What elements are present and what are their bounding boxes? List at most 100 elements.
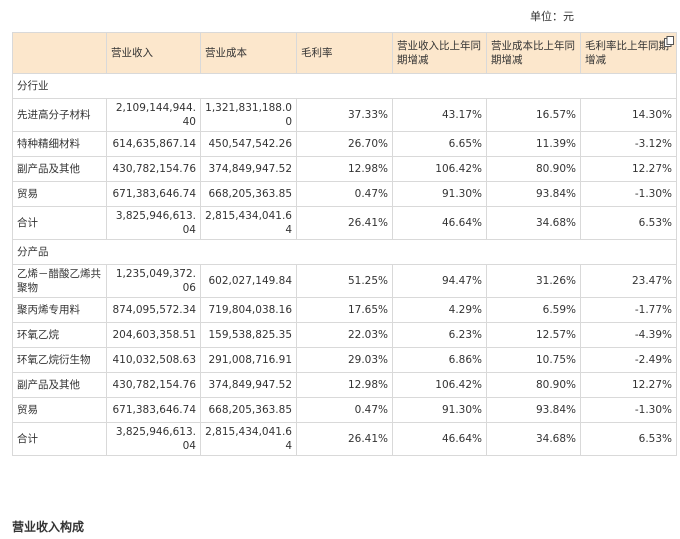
margin-cell: 37.33% (296, 98, 393, 132)
header-revenue: 营业收入 (106, 32, 201, 74)
margin-change-cell: -3.12% (580, 131, 677, 157)
header-row: 营业收入 营业成本 毛利率 营业收入比上年同期增减 营业成本比上年同期增减 毛利… (12, 32, 677, 74)
revenue-cell: 204,603,358.51 (106, 322, 201, 348)
revenue-change-cell: 6.86% (392, 347, 487, 373)
section-title-revenue-composition: 营业收入构成 (12, 520, 85, 534)
margin-cell: 22.03% (296, 322, 393, 348)
margin-change-cell: 23.47% (580, 264, 677, 298)
revenue-cell: 671,383,646.74 (106, 397, 201, 423)
cost-cell: 719,804,038.16 (200, 297, 297, 323)
header-margin: 毛利率 (296, 32, 393, 74)
table-row: 乙烯－醋酸乙烯共聚物 1,235,049,372.06 602,027,149.84… (12, 264, 677, 298)
margin-cell: 12.98% (296, 156, 393, 182)
row-name: 环氧乙烷 (12, 322, 107, 348)
cost-cell: 374,849,947.52 (200, 156, 297, 182)
cost-change-cell: 93.84% (486, 397, 581, 423)
section-label: 分行业 (12, 73, 677, 99)
cost-change-cell: 34.68% (486, 422, 581, 456)
header-margin-change: 毛利率比上年同期增减 (580, 32, 677, 74)
cost-cell: 668,205,363.85 (200, 397, 297, 423)
revenue-cell: 410,032,508.63 (106, 347, 201, 373)
margin-change-cell: 6.53% (580, 206, 677, 240)
revenue-change-cell: 94.47% (392, 264, 487, 298)
margin-change-cell: -1.30% (580, 397, 677, 423)
cost-cell: 602,027,149.84 (200, 264, 297, 298)
row-name: 乙烯－醋酸乙烯共聚物 (12, 264, 107, 298)
revenue-change-cell: 6.65% (392, 131, 487, 157)
revenue-change-cell: 91.30% (392, 181, 487, 207)
margin-cell: 26.70% (296, 131, 393, 157)
revenue-change-cell: 46.64% (392, 206, 487, 240)
table-row: 副产品及其他 430,782,154.76 374,849,947.52 12.98%… (12, 156, 677, 182)
cost-cell: 2,815,434,041.64 (200, 206, 297, 240)
table-row: 合计 3,825,946,613.04 2,815,434,041.64 26.41%… (12, 206, 677, 240)
revenue-cell: 3,825,946,613.04 (106, 206, 201, 240)
cost-cell: 159,538,825.35 (200, 322, 297, 348)
cost-change-cell: 16.57% (486, 98, 581, 132)
cost-cell: 374,849,947.52 (200, 372, 297, 398)
cost-cell: 450,547,542.26 (200, 131, 297, 157)
margin-change-cell: -1.30% (580, 181, 677, 207)
header-cost-change: 营业成本比上年同期增减 (486, 32, 581, 74)
table-row: 特种精细材料 614,635,867.14 450,547,542.26 26.70%… (12, 131, 677, 157)
row-name: 合计 (12, 422, 107, 456)
unit-label: 单位：元 (530, 10, 574, 23)
table-row: 环氧乙烷衍生物 410,032,508.63 291,008,716.91 29.03… (12, 347, 677, 373)
margin-cell: 29.03% (296, 347, 393, 373)
revenue-change-cell: 106.42% (392, 372, 487, 398)
margin-change-cell: 12.27% (580, 372, 677, 398)
cost-change-cell: 10.75% (486, 347, 581, 373)
revenue-cell: 430,782,154.76 (106, 372, 201, 398)
margin-cell: 0.47% (296, 397, 393, 423)
row-name: 环氧乙烷衍生物 (12, 347, 107, 373)
cost-cell: 2,815,434,041.64 (200, 422, 297, 456)
revenue-change-cell: 43.17% (392, 98, 487, 132)
row-name: 聚丙烯专用料 (12, 297, 107, 323)
table-row: 合计 3,825,946,613.04 2,815,434,041.64 26.41%… (12, 422, 677, 456)
section-row-industry: 分行业 (12, 73, 677, 99)
revenue-cell: 1,235,049,372.06 (106, 264, 201, 298)
section-row-product: 分产品 (12, 239, 677, 265)
header-cell-empty (12, 32, 107, 74)
section-label: 分产品 (12, 239, 677, 265)
revenue-change-cell: 6.23% (392, 322, 487, 348)
row-name: 合计 (12, 206, 107, 240)
margin-cell: 26.41% (296, 422, 393, 456)
margin-change-cell: -2.49% (580, 347, 677, 373)
cost-change-cell: 80.90% (486, 156, 581, 182)
margin-change-cell: 12.27% (580, 156, 677, 182)
table-row: 聚丙烯专用料 874,095,572.34 719,804,038.16 17.65%… (12, 297, 677, 323)
margin-cell: 17.65% (296, 297, 393, 323)
revenue-table: 营业收入 营业成本 毛利率 营业收入比上年同期增减 营业成本比上年同期增减 毛利… (12, 32, 677, 456)
table-body: 分行业 先进高分子材料 2,109,144,944.40 1,321,831,188.… (12, 73, 677, 456)
row-name: 贸易 (12, 397, 107, 423)
row-name: 先进高分子材料 (12, 98, 107, 132)
margin-cell: 51.25% (296, 264, 393, 298)
revenue-cell: 2,109,144,944.40 (106, 98, 201, 132)
revenue-change-cell: 46.64% (392, 422, 487, 456)
margin-change-cell: -4.39% (580, 322, 677, 348)
revenue-cell: 614,635,867.14 (106, 131, 201, 157)
copy-icon[interactable] (664, 36, 674, 47)
revenue-change-cell: 4.29% (392, 297, 487, 323)
row-name: 副产品及其他 (12, 156, 107, 182)
table-row: 先进高分子材料 2,109,144,944.40 1,321,831,188.00 3… (12, 98, 677, 132)
cost-cell: 1,321,831,188.00 (200, 98, 297, 132)
cost-cell: 291,008,716.91 (200, 347, 297, 373)
cost-change-cell: 93.84% (486, 181, 581, 207)
margin-change-cell: 6.53% (580, 422, 677, 456)
cost-change-cell: 31.26% (486, 264, 581, 298)
header-margin-change-label: 毛利率比上年同期增减 (585, 40, 669, 66)
cost-cell: 668,205,363.85 (200, 181, 297, 207)
cost-change-cell: 6.59% (486, 297, 581, 323)
cost-change-cell: 80.90% (486, 372, 581, 398)
table-row: 贸易 671,383,646.74 668,205,363.85 0.47% 91.30… (12, 397, 677, 423)
header-revenue-change: 营业收入比上年同期增减 (392, 32, 487, 74)
margin-change-cell: 14.30% (580, 98, 677, 132)
revenue-cell: 3,825,946,613.04 (106, 422, 201, 456)
revenue-change-cell: 91.30% (392, 397, 487, 423)
cost-change-cell: 34.68% (486, 206, 581, 240)
row-name: 贸易 (12, 181, 107, 207)
table-row: 环氧乙烷 204,603,358.51 159,538,825.35 22.03% 6.… (12, 322, 677, 348)
margin-cell: 26.41% (296, 206, 393, 240)
